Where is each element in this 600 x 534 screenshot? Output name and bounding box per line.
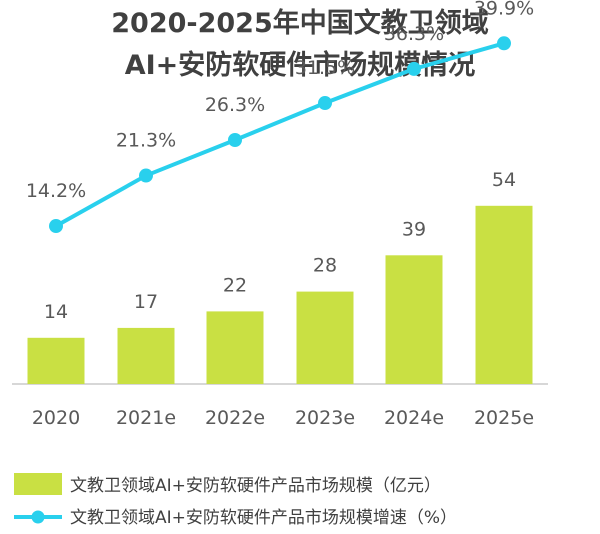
plot-area: 14 17 22 28 39 54 2020 2021e 2022e 2023e 2024e 2025… <box>12 0 548 429</box>
bar-value-label: 39 <box>402 218 426 240</box>
legend-bar-label: 文教卫领域AI+安防软硬件产品市场规模（亿元） <box>70 476 441 496</box>
legend-bar-swatch <box>14 473 62 495</box>
legend: 文教卫领域AI+安防软硬件产品市场规模（亿元） 文教卫领域AI+安防软硬件产品市场… <box>14 473 457 528</box>
bar-value-label: 54 <box>492 169 516 191</box>
growth-point-2025e <box>497 36 511 51</box>
growth-value-label: 39.9% <box>474 0 534 19</box>
legend-line-label: 文教卫领域AI+安防软硬件产品市场规模增速（%） <box>70 508 457 528</box>
growth-line <box>54 41 506 229</box>
bar-2025e <box>475 205 533 384</box>
growth-point-2024e <box>407 61 421 76</box>
growth-value-label: 31.5% <box>295 57 355 79</box>
chart-title-line-1: 2020-2025年中国文教卫领域 <box>111 7 489 39</box>
x-tick-label: 2025e <box>474 407 534 429</box>
bar-2022e <box>206 311 264 384</box>
growth-value-label: 36.3% <box>384 23 444 45</box>
growth-point-2023e <box>318 96 332 111</box>
x-tick-label: 2021e <box>116 407 176 429</box>
legend-line-marker <box>31 510 45 524</box>
bar-value-label: 22 <box>223 274 247 296</box>
bar-value-label: 14 <box>44 301 68 323</box>
bar-2020 <box>27 337 85 384</box>
x-tick-label: 2024e <box>384 407 444 429</box>
growth-point-2020 <box>49 219 63 234</box>
x-tick-label: 2020 <box>32 407 80 429</box>
x-tick-label: 2023e <box>295 407 355 429</box>
growth-point-2022e <box>228 133 242 148</box>
bar-value-label: 28 <box>313 255 337 277</box>
growth-point-2021e <box>139 168 153 183</box>
bar-2023e <box>296 291 354 384</box>
growth-value-label: 14.2% <box>26 180 86 202</box>
bar-2021e <box>117 327 175 384</box>
growth-value-label: 26.3% <box>205 94 265 116</box>
growth-value-label: 21.3% <box>116 130 176 152</box>
bar-2024e <box>385 255 443 384</box>
bar-value-label: 17 <box>134 291 158 313</box>
x-tick-label: 2022e <box>205 407 265 429</box>
